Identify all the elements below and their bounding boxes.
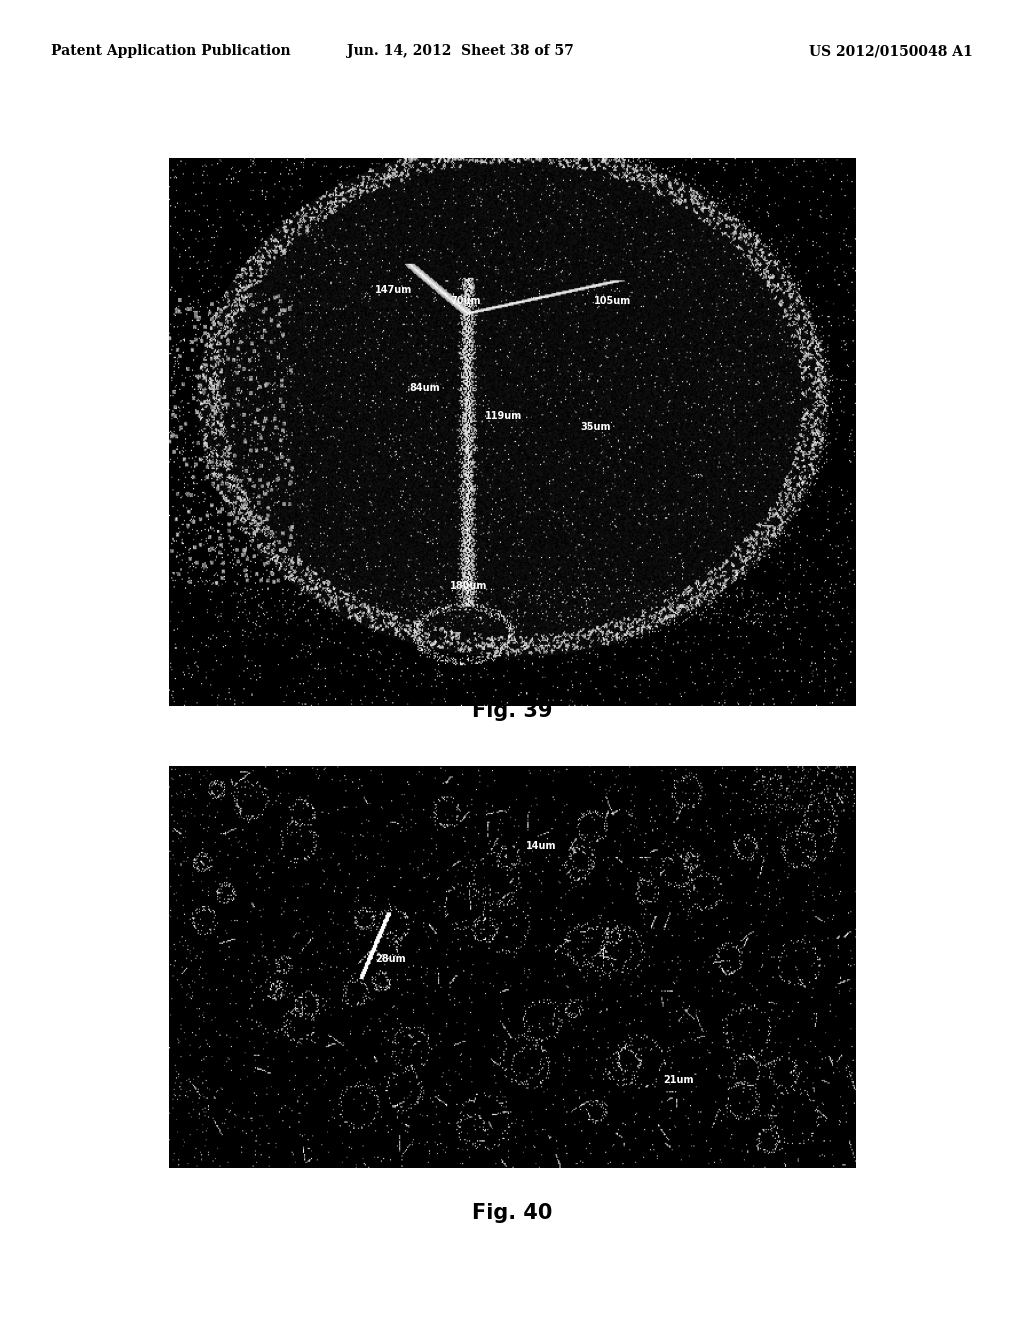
Text: 14um: 14um: [525, 841, 556, 851]
Text: 84um: 84um: [409, 384, 439, 393]
Text: 119um: 119um: [484, 411, 522, 421]
Text: 180um: 180um: [451, 581, 487, 590]
Text: 105um: 105um: [594, 296, 632, 306]
Text: 21um: 21um: [663, 1074, 693, 1085]
Text: Patent Application Publication: Patent Application Publication: [51, 45, 291, 58]
Text: 28um: 28um: [375, 954, 406, 964]
Text: Fig. 40: Fig. 40: [472, 1203, 552, 1224]
Text: US 2012/0150048 A1: US 2012/0150048 A1: [809, 45, 973, 58]
Text: 35um: 35um: [581, 422, 611, 432]
Text: Jun. 14, 2012  Sheet 38 of 57: Jun. 14, 2012 Sheet 38 of 57: [347, 45, 574, 58]
Text: Fig. 39: Fig. 39: [472, 701, 552, 722]
Text: 147um: 147um: [375, 285, 412, 294]
Text: 70um: 70um: [451, 296, 480, 306]
